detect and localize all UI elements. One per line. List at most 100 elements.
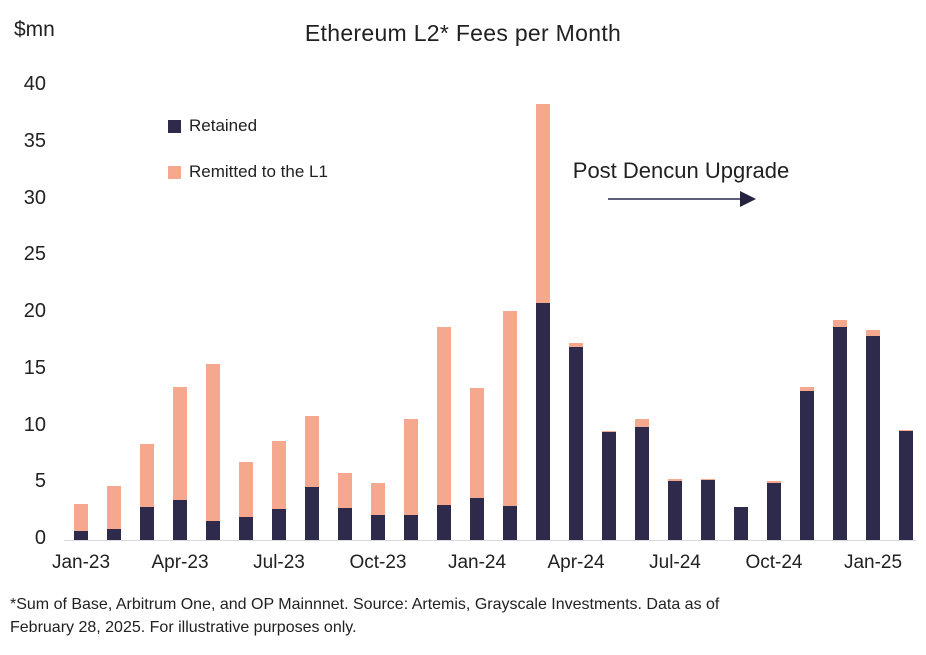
bar-Jul-24	[668, 478, 682, 540]
bar-Jan-25	[866, 330, 880, 540]
bar-segment-retained-Jan-23	[74, 530, 88, 540]
x-tick-label-Jan-25: Jan-25	[843, 552, 903, 573]
bar-Dec-23	[437, 326, 451, 540]
right-arrow-line	[608, 198, 742, 200]
y-tick-label-40: 40	[23, 73, 46, 95]
bar-segment-remitted-Aug-24	[701, 478, 715, 480]
bar-segment-retained-Nov-23	[404, 515, 418, 540]
bar-segment-retained-Jun-24	[635, 426, 649, 540]
bar-Mar-23	[140, 443, 154, 540]
bar-segment-retained-Feb-24	[503, 505, 517, 540]
y-tick-label-0: 0	[34, 527, 46, 549]
bar-May-23	[206, 364, 220, 540]
bar-Sep-24	[734, 507, 748, 540]
bar-Oct-24	[767, 480, 781, 540]
retained-swatch-icon	[168, 119, 181, 133]
bar-segment-remitted-Aug-23	[305, 416, 319, 487]
bar-segment-retained-Feb-23	[107, 528, 121, 540]
bar-segment-remitted-Jan-24	[470, 387, 484, 499]
bar-segment-remitted-Dec-23	[437, 326, 451, 505]
bar-Jan-24	[470, 387, 484, 540]
bar-segment-remitted-Dec-24	[833, 319, 847, 327]
bar-segment-remitted-Sep-23	[338, 473, 352, 509]
bar-segment-remitted-Nov-23	[404, 418, 418, 516]
bar-segment-retained-Mar-24	[536, 302, 550, 540]
bar-segment-retained-Apr-24	[569, 347, 583, 540]
y-tick-label-10: 10	[23, 413, 46, 436]
x-tick-label-Apr-24: Apr-24	[547, 552, 605, 573]
bar-segment-remitted-May-23	[206, 364, 220, 521]
bar-segment-retained-Sep-23	[338, 508, 352, 540]
bar-segment-retained-Sep-24	[734, 507, 748, 540]
bar-Feb-24	[503, 310, 517, 540]
y-tick-label-25: 25	[23, 243, 46, 266]
x-tick-label-Jan-24: Jan-24	[447, 552, 507, 573]
bar-segment-remitted-Oct-24	[767, 480, 781, 484]
bar-Nov-24	[800, 386, 814, 540]
bar-segment-remitted-Jan-25	[866, 330, 880, 336]
bar-segment-retained-Jul-24	[668, 480, 682, 540]
bar-segment-remitted-Apr-24	[569, 342, 583, 348]
x-tick-label-Jul-24: Jul-24	[649, 552, 701, 573]
bar-segment-remitted-Feb-25	[899, 429, 913, 432]
bar-Nov-23	[404, 418, 418, 540]
legend-item-remitted: Remitted to the L1	[168, 161, 328, 183]
bar-segment-retained-Feb-25	[899, 431, 913, 540]
bar-segment-remitted-Jun-24	[635, 418, 649, 427]
y-tick-label-20: 20	[23, 300, 46, 322]
legend-item-retained: Retained	[168, 115, 328, 137]
bar-segment-retained-Oct-24	[767, 483, 781, 540]
bar-Jul-23	[272, 441, 286, 540]
x-tick-label-Apr-23: Apr-23	[151, 552, 209, 573]
bar-segment-retained-Aug-24	[701, 479, 715, 540]
bar-Feb-25	[899, 429, 913, 540]
bar-segment-retained-Nov-24	[800, 391, 814, 540]
bar-Dec-24	[833, 319, 847, 540]
legend-label-retained: Retained	[189, 116, 258, 135]
bar-Sep-23	[338, 473, 352, 540]
footnote: *Sum of Base, Arbitrum One, and OP Mainn…	[10, 593, 719, 639]
bar-segment-remitted-Mar-23	[140, 443, 154, 508]
bar-Jun-23	[239, 461, 253, 540]
bar-segment-retained-Oct-23	[371, 515, 385, 540]
bar-segment-remitted-Apr-23	[173, 386, 187, 501]
bar-segment-retained-Apr-23	[173, 500, 187, 540]
legend: Retained Remitted to the L1	[168, 115, 328, 207]
bar-segment-remitted-Mar-24	[536, 104, 550, 303]
bar-Feb-23	[107, 485, 121, 540]
bar-Mar-24	[536, 104, 550, 540]
y-tick-label-35: 35	[23, 129, 46, 152]
bar-segment-retained-May-24	[602, 432, 616, 540]
x-tick-label-Jan-23: Jan-23	[51, 552, 111, 573]
y-tick-label-5: 5	[34, 470, 46, 493]
bar-segment-retained-May-23	[206, 520, 220, 540]
bar-segment-remitted-Jan-23	[74, 503, 88, 531]
bar-Apr-23	[173, 386, 187, 540]
chart-title: Ethereum L2* Fees per Month	[304, 20, 622, 46]
bar-segment-remitted-Jun-23	[239, 461, 253, 518]
bar-Jan-23	[74, 503, 88, 540]
footnote-line-1: *Sum of Base, Arbitrum One, and OP Mainn…	[10, 596, 720, 613]
bar-Jun-24	[635, 418, 649, 540]
right-arrow-icon	[740, 191, 756, 207]
y-tick-label-30: 30	[23, 186, 46, 209]
bar-segment-remitted-Feb-23	[107, 485, 121, 529]
y-axis-units-label: $mn	[14, 18, 55, 41]
bar-May-24	[602, 431, 616, 540]
bar-segment-retained-Mar-23	[140, 507, 154, 540]
bar-segment-retained-Dec-24	[833, 326, 847, 540]
bar-segment-remitted-Feb-24	[503, 310, 517, 506]
bar-segment-remitted-Jul-24	[668, 478, 682, 481]
bar-segment-retained-Aug-23	[305, 486, 319, 540]
post-dencun-annotation: Post Dencun Upgrade	[572, 158, 790, 183]
x-tick-label-Oct-24: Oct-24	[745, 552, 803, 573]
footnote-line-2: February 28, 2025. For illustrative purp…	[10, 619, 357, 636]
bar-segment-remitted-May-24	[602, 431, 616, 433]
bar-segment-retained-Jan-24	[470, 498, 484, 540]
legend-label-remitted: Remitted to the L1	[189, 162, 328, 181]
bar-segment-remitted-Nov-24	[800, 386, 814, 392]
x-tick-label-Jul-23: Jul-23	[253, 552, 305, 573]
bar-segment-retained-Dec-23	[437, 504, 451, 540]
bar-Aug-23	[305, 416, 319, 540]
